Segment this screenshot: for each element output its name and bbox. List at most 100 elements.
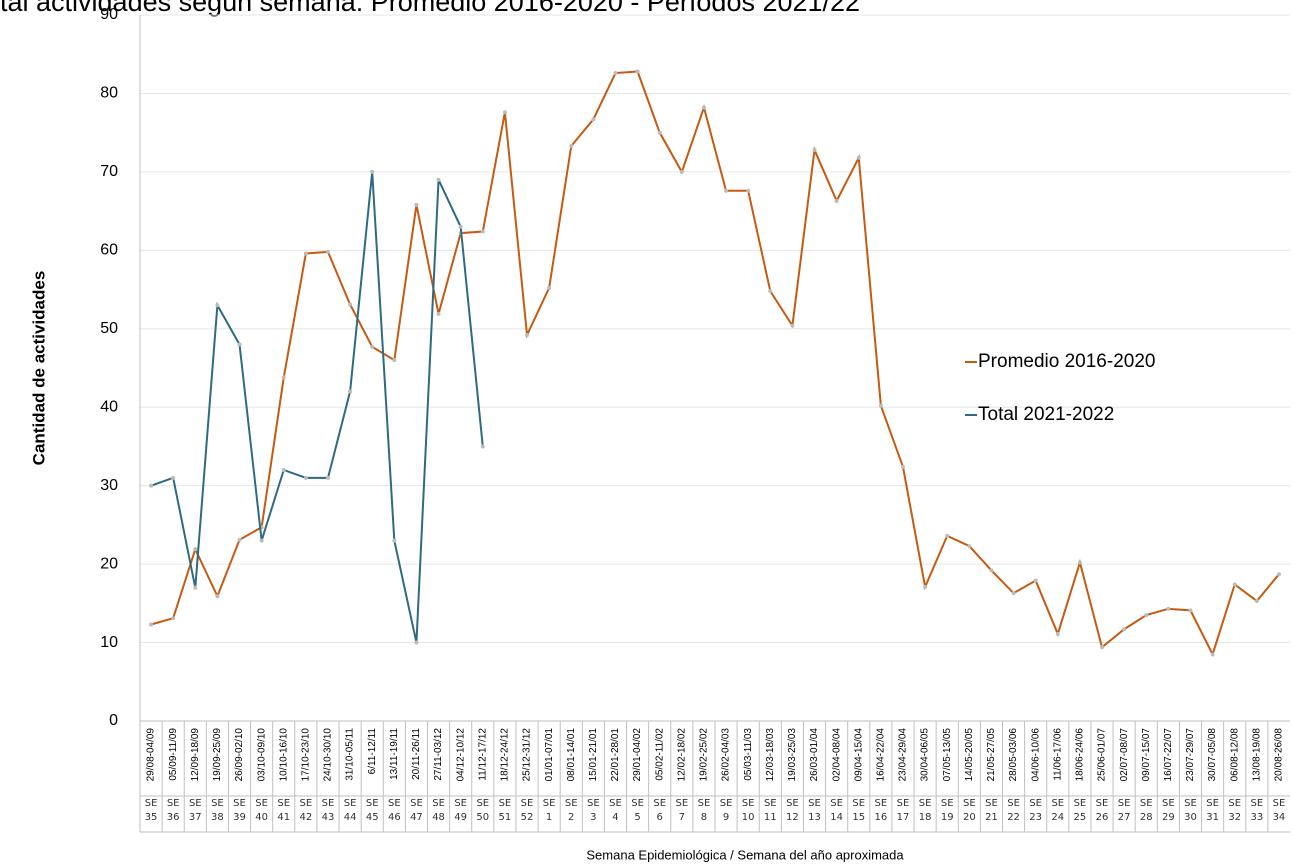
data-point [149, 622, 154, 627]
week-label: SE 41 [277, 798, 291, 823]
data-point [303, 251, 308, 256]
data-point [1144, 613, 1149, 618]
week-label: SE 5 [631, 798, 644, 823]
week-label: SE 6 [653, 798, 667, 823]
x-tick-label: 04/12-10/12 [455, 728, 466, 782]
y-tick-label: 80 [100, 85, 118, 102]
data-point [1011, 591, 1016, 596]
week-label: SE 47 [410, 798, 423, 823]
data-point [370, 344, 375, 349]
x-tick-label: 26/09-02/10 [234, 728, 245, 782]
data-point [348, 302, 353, 307]
week-label: SE 23 [1029, 798, 1043, 823]
data-point [1210, 652, 1215, 657]
data-point [547, 285, 552, 290]
week-label: SE 10 [741, 798, 755, 823]
data-point [193, 547, 198, 552]
week-label: SE 1 [542, 798, 556, 823]
data-point [1276, 572, 1281, 577]
week-label: SE 22 [1007, 798, 1020, 823]
x-tick-label: 08/01-14/01 [566, 728, 577, 782]
data-point [1254, 598, 1259, 603]
week-label: SE 12 [786, 798, 799, 823]
data-point [967, 544, 972, 549]
data-point [480, 444, 485, 449]
data-point [303, 475, 308, 480]
x-tick-label: 25/12-31/12 [522, 728, 533, 782]
x-tick-label: 06/08-12/08 [1229, 728, 1240, 782]
x-tick-label: 05/09-11/09 [168, 728, 179, 781]
y-tick-label: 0 [109, 712, 118, 729]
x-tick-label: 05/02-11/02 [654, 728, 665, 781]
week-label: SE 32 [1228, 798, 1242, 823]
week-label: SE 3 [587, 798, 600, 823]
week-label: SE 51 [498, 798, 512, 823]
x-tick-label: 19/09-25/09 [212, 728, 223, 782]
data-point [215, 594, 220, 599]
data-point [193, 585, 198, 590]
y-tick-label: 30 [100, 477, 118, 494]
x-tick-label: 11/06-17/06 [1052, 728, 1063, 781]
data-point [237, 537, 242, 542]
x-tick-label: 04/06-10/06 [1030, 728, 1041, 782]
x-tick-label: 02/07-08/07 [1119, 728, 1130, 782]
data-point [414, 202, 419, 207]
data-point [348, 389, 353, 394]
data-point [392, 538, 397, 543]
legend-label: Total 2021-2022 [978, 404, 1114, 425]
week-label: SE 9 [719, 798, 733, 823]
data-point [149, 483, 154, 488]
x-tick-label: 09/04-15/04 [853, 728, 864, 782]
data-point [1166, 606, 1171, 611]
data-point [281, 375, 286, 380]
week-label: SE 2 [564, 798, 578, 823]
x-tick-label: 31/10-05/11 [345, 728, 356, 781]
data-point [325, 249, 330, 254]
chart-title: tal actividades según semana: Promedio 2… [0, 0, 860, 17]
data-point [171, 475, 176, 480]
data-point [237, 342, 242, 347]
x-tick-label: 10/10-16/10 [278, 728, 289, 782]
x-tick-label: 29/01-04/02 [632, 728, 643, 782]
x-tick-label: 13/11-19/11 [389, 728, 400, 780]
week-label: SE 4 [609, 798, 622, 823]
x-tick-label: 20/08-26/08 [1274, 728, 1285, 782]
data-point [812, 147, 817, 152]
x-tick-label: 02/04-08/04 [831, 728, 842, 782]
x-tick-label: 15/01-21/01 [588, 728, 599, 782]
data-point [1188, 608, 1193, 613]
week-label: SE 48 [432, 798, 445, 823]
x-tick-label: 27/11-03/12 [433, 728, 444, 781]
y-tick-label: 60 [100, 242, 118, 259]
y-tick-label: 50 [100, 320, 118, 337]
x-tick-label: 23/07-29/07 [1185, 728, 1196, 782]
week-label: SE 30 [1184, 798, 1197, 823]
week-label: SE 50 [476, 798, 490, 823]
week-label: SE 38 [211, 798, 224, 823]
data-point [790, 323, 795, 328]
x-tick-label: 24/10-30/10 [323, 728, 334, 782]
data-point [657, 130, 662, 135]
data-point [923, 584, 928, 589]
data-point [458, 224, 463, 229]
week-label: SE 19 [940, 798, 954, 823]
data-point [945, 533, 950, 538]
week-label: SE 39 [233, 798, 246, 823]
data-point [525, 333, 530, 338]
week-label: SE 29 [1161, 798, 1175, 823]
x-tick-label: 29/08-04/09 [146, 728, 157, 782]
data-point [325, 475, 330, 480]
week-label: SE 37 [188, 798, 202, 823]
week-label: SE 33 [1250, 798, 1264, 823]
data-point [171, 616, 176, 621]
week-label: SE 35 [144, 798, 158, 823]
x-tick-label: 03/10-09/10 [256, 728, 267, 782]
week-label: SE 11 [763, 798, 777, 823]
week-label: SE 49 [454, 798, 468, 823]
x-tick-label: 01/01-07/01 [544, 728, 555, 782]
week-label: SE 40 [255, 798, 268, 823]
x-tick-label: 22/01-28/01 [610, 728, 621, 782]
week-label: SE 17 [896, 798, 910, 823]
x-tick-label: 16/07-22/07 [1163, 728, 1174, 782]
